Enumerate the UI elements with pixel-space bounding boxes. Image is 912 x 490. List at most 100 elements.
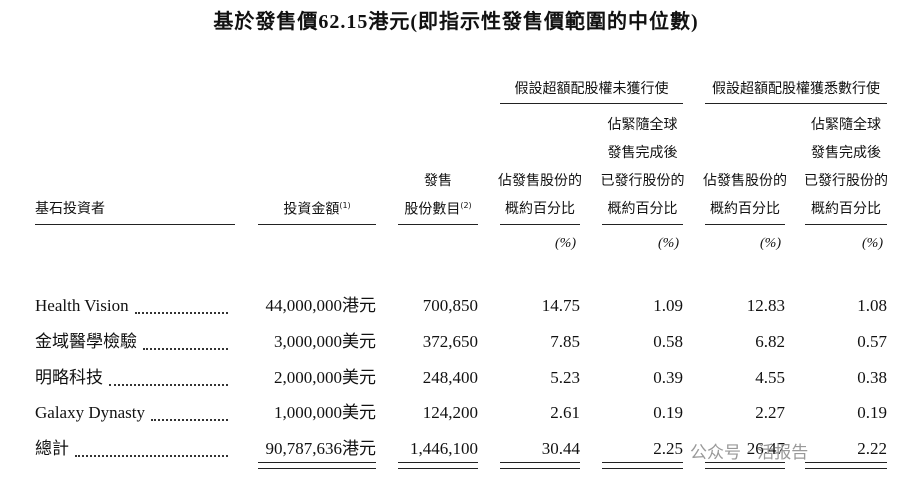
cell-value: 2.25 — [653, 439, 683, 458]
column-header: 概約百分比 — [490, 202, 590, 216]
total-rule — [602, 462, 683, 463]
cell-value: 4.55 — [755, 368, 785, 387]
column-header: 佔發售股份的 — [695, 174, 795, 188]
cell-value: 1.09 — [653, 296, 683, 315]
cell-value: 44,000,000港元 — [265, 296, 377, 315]
cell-value: 248,400 — [422, 368, 478, 387]
column-header: 已發行股份的 — [592, 174, 693, 188]
total-rule — [705, 468, 785, 469]
unit-label: (%) — [555, 236, 576, 251]
column-header: 佔發售股份的 — [490, 174, 590, 188]
row-label: Galaxy Dynasty — [35, 403, 146, 422]
header-text: 佔發售股份的 — [703, 173, 787, 189]
column-header: 佔緊隨全球 — [592, 118, 693, 132]
cell-value: 124,200 — [422, 403, 478, 422]
total-rule — [602, 468, 683, 469]
watermark: 公众号 · 活报告 — [690, 443, 809, 463]
header-text: 基石投資者 — [35, 201, 105, 217]
cell-value: 2,000,000美元 — [274, 368, 376, 387]
total-rule — [805, 468, 887, 469]
column-header: 發售完成後 — [592, 146, 693, 160]
cell-value: 0.39 — [653, 368, 683, 387]
dot-leader — [75, 455, 228, 457]
header-text: 發售 — [424, 173, 452, 189]
dot-leader — [143, 348, 228, 350]
cell-value: 0.58 — [653, 332, 683, 351]
header-rule — [805, 224, 887, 225]
cell-value: 1,446,100 — [410, 439, 478, 458]
column-header: 佔緊隨全球 — [795, 118, 897, 132]
group-header: 假設超額配股權獲悉數行使 — [712, 81, 880, 97]
total-rule — [258, 468, 376, 469]
total-rule — [500, 468, 580, 469]
header-text: 佔緊隨全球 — [811, 117, 881, 133]
cell-value: 700,850 — [422, 296, 478, 315]
group-header: 假設超額配股權未獲行使 — [514, 81, 669, 97]
header-text: 概約百分比 — [505, 201, 575, 217]
cell-value: 6.82 — [755, 332, 785, 351]
column-header: 概約百分比 — [695, 202, 795, 216]
column-header: 股份數目(2) — [388, 202, 488, 217]
column-header: 基石投資者 — [35, 202, 105, 216]
header-rule — [602, 224, 683, 225]
total-rule — [258, 462, 376, 463]
row-label: 金域醫學檢驗 — [35, 332, 137, 351]
cell-value: 0.38 — [857, 368, 887, 387]
header-text: 概約百分比 — [710, 201, 780, 217]
column-header: 概約百分比 — [795, 202, 897, 216]
total-rule — [500, 462, 580, 463]
group-rule — [705, 103, 887, 104]
header-text: 發售完成後 — [811, 145, 881, 161]
column-header: 發售完成後 — [795, 146, 897, 160]
header-text: 發售完成後 — [607, 145, 678, 161]
cell-value: 0.19 — [857, 403, 887, 422]
cell-value: 0.19 — [653, 403, 683, 422]
header-text: 已發行股份的 — [804, 173, 888, 189]
footnote-ref: (1) — [339, 201, 351, 210]
dot-leader — [134, 312, 228, 314]
title: 基於發售價62.15港元(即指示性發售價範圍的中位數) — [213, 11, 699, 33]
dot-leader — [151, 419, 228, 421]
header-rule — [35, 224, 235, 225]
cell-value: 14.75 — [541, 296, 580, 315]
header-text: 股份數目 — [404, 201, 461, 218]
cell-value: 2.22 — [857, 439, 887, 458]
cell-value: 2.27 — [755, 403, 785, 422]
header-rule — [258, 224, 376, 225]
header-text: 概約百分比 — [607, 201, 678, 217]
unit-label: (%) — [760, 236, 781, 251]
cell-value: 7.85 — [550, 332, 580, 351]
cell-value: 30.44 — [541, 439, 580, 458]
column-header: 已發行股份的 — [795, 174, 897, 188]
header-text: 已發行股份的 — [600, 173, 685, 189]
cell-value: 12.83 — [746, 296, 785, 315]
column-header: 概約百分比 — [592, 202, 693, 216]
header-text: 概約百分比 — [811, 201, 881, 217]
header-text: 佔緊隨全球 — [607, 117, 678, 133]
cell-value: 0.57 — [857, 332, 887, 351]
cell-value: 3,000,000美元 — [274, 332, 376, 351]
cell-value: 2.61 — [550, 403, 580, 422]
total-rule — [398, 468, 478, 469]
cell-value: 1,000,000美元 — [274, 403, 376, 422]
total-rule — [398, 462, 478, 463]
header-text: 投資金額 — [283, 201, 340, 218]
row-label: 總計 — [35, 439, 69, 458]
cell-value: 1.08 — [857, 296, 887, 315]
row-label: 明略科技 — [35, 368, 103, 387]
cell-value: 90,787,636港元 — [265, 439, 377, 458]
column-header: 發售 — [388, 174, 488, 188]
cell-value: 5.23 — [550, 368, 580, 387]
unit-label: (%) — [658, 236, 679, 251]
total-rule — [805, 462, 887, 463]
dot-leader — [109, 384, 228, 386]
header-rule — [705, 224, 785, 225]
header-rule — [500, 224, 580, 225]
footnote-ref: (2) — [460, 201, 472, 210]
total-rule — [705, 462, 785, 463]
column-header: 投資金額(1) — [248, 202, 386, 217]
unit-label: (%) — [862, 236, 883, 251]
cell-value: 26.47 — [746, 439, 785, 458]
row-label: Health Vision — [35, 296, 129, 315]
header-rule — [398, 224, 478, 225]
